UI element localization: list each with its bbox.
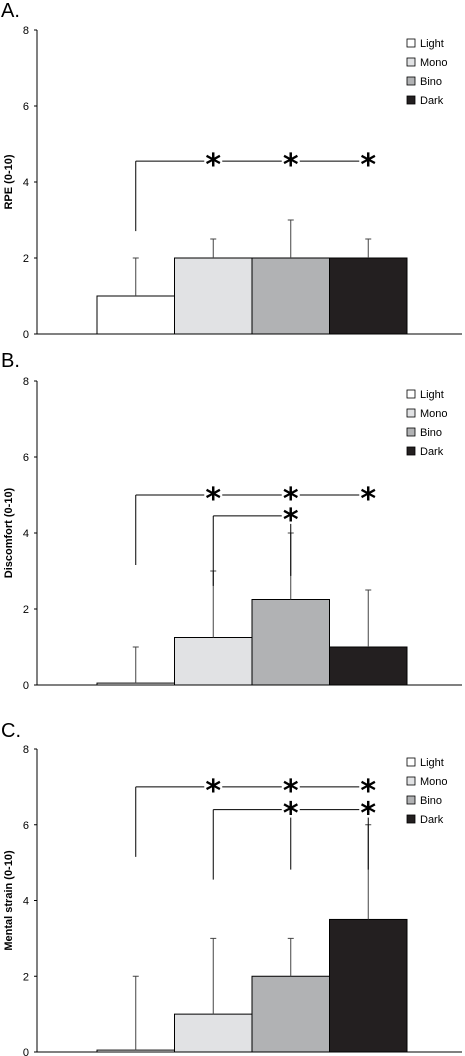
legend: Light Mono Bino Dark xyxy=(406,389,448,458)
legend-swatch-mono xyxy=(406,408,416,418)
legend-swatch-light xyxy=(406,389,416,399)
y-tick-label: 2 xyxy=(23,971,29,983)
bar-bino xyxy=(251,599,330,686)
significance-bracket: * * * xyxy=(135,148,376,232)
significance-star: * xyxy=(283,503,299,538)
significance-star: * xyxy=(360,482,376,517)
bar-mono xyxy=(174,257,253,335)
bar-mono xyxy=(174,637,253,686)
legend-swatch-bino xyxy=(406,795,416,805)
panel-letter: A. xyxy=(1,0,20,22)
legend-label-dark: Dark xyxy=(420,446,444,458)
y-axis-label: Mental strain (0-10) xyxy=(3,850,15,951)
bar-bino xyxy=(251,257,330,335)
significance-star: * xyxy=(205,774,221,809)
legend-label-light: Light xyxy=(420,757,444,769)
legend-swatch-light xyxy=(406,757,416,767)
bar-light xyxy=(96,682,175,686)
significance-bracket: * * * xyxy=(135,774,376,857)
legend-label-bino: Bino xyxy=(420,795,442,807)
legend-label-bino: Bino xyxy=(420,76,442,88)
significance-star: * xyxy=(205,148,221,183)
bar-light xyxy=(96,295,175,335)
legend-label-mono: Mono xyxy=(420,408,448,420)
significance-bracket: * xyxy=(212,503,299,586)
y-tick-label: 6 xyxy=(23,101,29,113)
y-tick-label: 4 xyxy=(23,896,29,908)
panel-letter: B. xyxy=(1,350,20,372)
significance-bracket: * * * xyxy=(135,482,376,565)
legend-label-mono: Mono xyxy=(420,57,448,69)
legend: Light Mono Bino Dark xyxy=(406,38,448,107)
y-tick-label: 2 xyxy=(23,604,29,616)
legend-label-dark: Dark xyxy=(420,814,444,826)
significance-star: * xyxy=(205,482,221,517)
legend-label-light: Light xyxy=(420,389,444,401)
y-tick-label: 0 xyxy=(23,1047,29,1056)
y-tick-label: 4 xyxy=(23,528,29,540)
legend: Light Mono Bino Dark xyxy=(406,757,448,826)
significance-star: * xyxy=(360,148,376,183)
y-tick-label: 8 xyxy=(23,744,29,756)
bar-mono xyxy=(174,1013,253,1053)
legend-swatch-mono xyxy=(406,57,416,67)
legend-swatch-bino xyxy=(406,76,416,86)
legend-label-bino: Bino xyxy=(420,427,442,439)
legend-label-dark: Dark xyxy=(420,95,444,107)
legend-swatch-light xyxy=(406,38,416,48)
significance-star: * xyxy=(360,774,376,809)
significance-bracket: * * xyxy=(212,797,376,880)
bar-dark xyxy=(329,918,408,1053)
panel-letter: C. xyxy=(1,720,21,742)
y-tick-label: 6 xyxy=(23,820,29,832)
bar-bino xyxy=(251,975,330,1053)
y-tick-label: 8 xyxy=(23,376,29,388)
legend-label-light: Light xyxy=(420,38,444,50)
legend-swatch-dark xyxy=(406,95,416,105)
y-tick-label: 4 xyxy=(23,177,29,189)
y-axis-label: Discomfort (0-10) xyxy=(3,487,15,578)
y-axis-label: RPE (0-10) xyxy=(3,154,15,209)
y-tick-label: 0 xyxy=(23,329,29,341)
significance-star: * xyxy=(360,797,376,832)
y-tick-label: 6 xyxy=(23,452,29,464)
legend-swatch-dark xyxy=(406,814,416,824)
chart-panel-1: A. 0 2 4 6 8 RPE (0-10) * * * Light Mono Bino Dark xyxy=(1,0,462,341)
y-tick-label: 2 xyxy=(23,253,29,265)
bar-light xyxy=(96,1049,175,1053)
significance-star: * xyxy=(283,797,299,832)
legend-swatch-bino xyxy=(406,427,416,437)
legend-swatch-mono xyxy=(406,776,416,786)
y-tick-label: 0 xyxy=(23,680,29,692)
significance-star: * xyxy=(283,148,299,183)
bar-dark xyxy=(329,646,408,686)
bar-dark xyxy=(329,257,408,335)
significance-star: * xyxy=(283,482,299,517)
significance-star: * xyxy=(283,774,299,809)
legend-label-mono: Mono xyxy=(420,776,448,788)
legend-swatch-dark xyxy=(406,446,416,456)
y-tick-label: 8 xyxy=(23,25,29,37)
